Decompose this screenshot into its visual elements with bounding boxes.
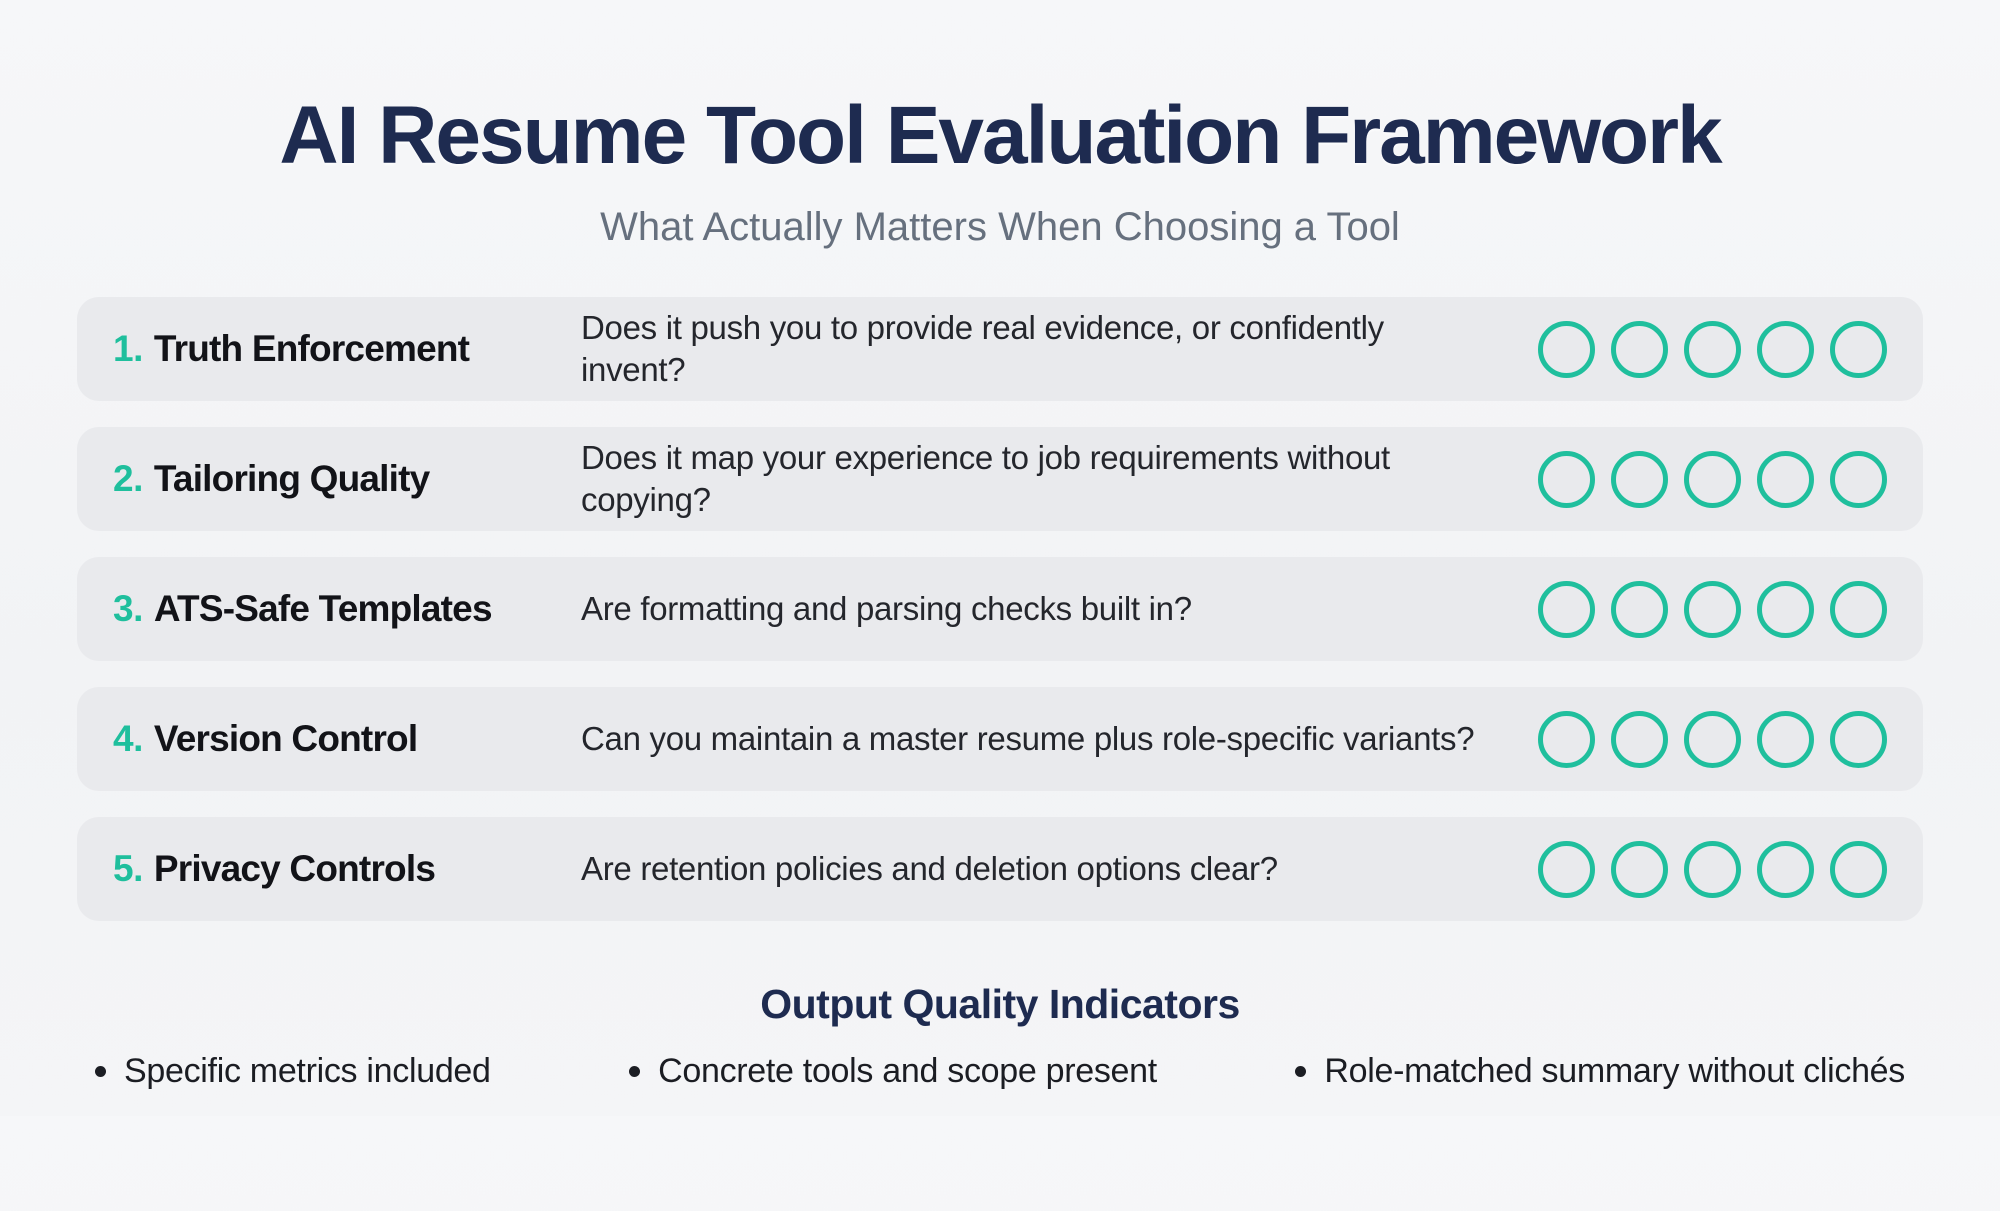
- criterion-row-version-control: 4. Version Control Can you maintain a ma…: [77, 687, 1923, 791]
- output-quality-heading: Output Quality Indicators: [760, 981, 1240, 1027]
- bullet-label: Specific metrics included: [124, 1052, 491, 1091]
- rating-circle[interactable]: [1611, 840, 1668, 898]
- criterion-question: Can you maintain a master resume plus ro…: [581, 720, 1475, 758]
- bullet-label: Role-matched summary without clichés: [1324, 1052, 1905, 1091]
- infographic-page: AI Resume Tool Evaluation Framework What…: [0, 95, 2000, 1211]
- criterion-name: Tailoring Quality: [153, 458, 430, 499]
- rating-circle[interactable]: [1757, 840, 1814, 898]
- rating-scale: [1515, 320, 1887, 378]
- bullet-label: Concrete tools and scope present: [658, 1052, 1157, 1091]
- criterion-title: 5. Privacy Controls: [113, 848, 581, 890]
- quality-bullet-tools-scope: Concrete tools and scope present: [629, 1052, 1157, 1091]
- criterion-name: ATS-Safe Templates: [153, 588, 493, 629]
- page-title: AI Resume Tool Evaluation Framework: [279, 90, 1722, 181]
- rating-circle[interactable]: [1684, 580, 1741, 638]
- criterion-number: 4.: [113, 718, 143, 759]
- criterion-name: Privacy Controls: [153, 848, 436, 889]
- criterion-title: 4. Version Control: [113, 718, 581, 760]
- rating-circle[interactable]: [1538, 450, 1595, 508]
- criterion-title: 1. Truth Enforcement: [113, 328, 581, 370]
- rating-circle[interactable]: [1757, 710, 1814, 768]
- rating-scale: [1515, 450, 1887, 508]
- criterion-row-ats-safe-templates: 3. ATS-Safe Templates Are formatting and…: [77, 557, 1923, 661]
- bullet-dot: [629, 1066, 641, 1078]
- rating-circle[interactable]: [1830, 320, 1887, 378]
- criterion-number: 1.: [113, 328, 143, 369]
- criterion-row-privacy-controls: 5. Privacy Controls Are retention polici…: [77, 817, 1923, 921]
- rating-circle[interactable]: [1538, 840, 1595, 898]
- criterion-number: 2.: [113, 458, 143, 499]
- rating-circle[interactable]: [1684, 710, 1741, 768]
- criterion-number: 3.: [113, 588, 143, 629]
- rating-circle[interactable]: [1611, 580, 1668, 638]
- rating-circle[interactable]: [1611, 450, 1668, 508]
- criterion-row-tailoring-quality: 2. Tailoring Quality Does it map your ex…: [77, 427, 1923, 531]
- rating-circle[interactable]: [1830, 710, 1887, 768]
- rating-circle[interactable]: [1611, 710, 1668, 768]
- criterion-question: Does it map your experience to job requi…: [581, 439, 1390, 518]
- criterion-title: 3. ATS-Safe Templates: [113, 588, 581, 630]
- quality-indicator-list: Specific metrics included Concrete tools…: [95, 1052, 1905, 1091]
- rating-scale: [1515, 710, 1887, 768]
- quality-bullet-role-matched: Role-matched summary without clichés: [1295, 1052, 1905, 1091]
- rating-scale: [1515, 580, 1887, 638]
- rating-circle[interactable]: [1757, 450, 1814, 508]
- rating-circle[interactable]: [1684, 320, 1741, 378]
- rating-circle[interactable]: [1830, 580, 1887, 638]
- rating-circle[interactable]: [1538, 580, 1595, 638]
- criterion-number: 5.: [113, 848, 143, 889]
- criteria-list: 1. Truth Enforcement Does it push you to…: [77, 297, 1923, 921]
- rating-circle[interactable]: [1538, 320, 1595, 378]
- criterion-title: 2. Tailoring Quality: [113, 458, 581, 500]
- rating-circle[interactable]: [1611, 320, 1668, 378]
- rating-circle[interactable]: [1538, 710, 1595, 768]
- rating-circle[interactable]: [1684, 840, 1741, 898]
- rating-circle[interactable]: [1830, 450, 1887, 508]
- rating-circle[interactable]: [1684, 450, 1741, 508]
- bullet-dot: [95, 1066, 106, 1078]
- quality-bullet-metrics: Specific metrics included: [95, 1052, 491, 1091]
- rating-circle[interactable]: [1757, 320, 1814, 378]
- criterion-name: Version Control: [153, 718, 418, 759]
- rating-scale: [1515, 840, 1887, 898]
- criterion-question: Are formatting and parsing checks built …: [581, 590, 1192, 628]
- criterion-question: Are retention policies and deletion opti…: [581, 850, 1278, 888]
- rating-circle[interactable]: [1757, 580, 1814, 638]
- page-subtitle: What Actually Matters When Choosing a To…: [600, 205, 1400, 249]
- criterion-question: Does it push you to provide real evidenc…: [581, 309, 1384, 388]
- criterion-name: Truth Enforcement: [153, 328, 470, 369]
- bullet-dot: [1295, 1066, 1307, 1078]
- rating-circle[interactable]: [1830, 840, 1887, 898]
- criterion-row-truth-enforcement: 1. Truth Enforcement Does it push you to…: [77, 297, 1923, 401]
